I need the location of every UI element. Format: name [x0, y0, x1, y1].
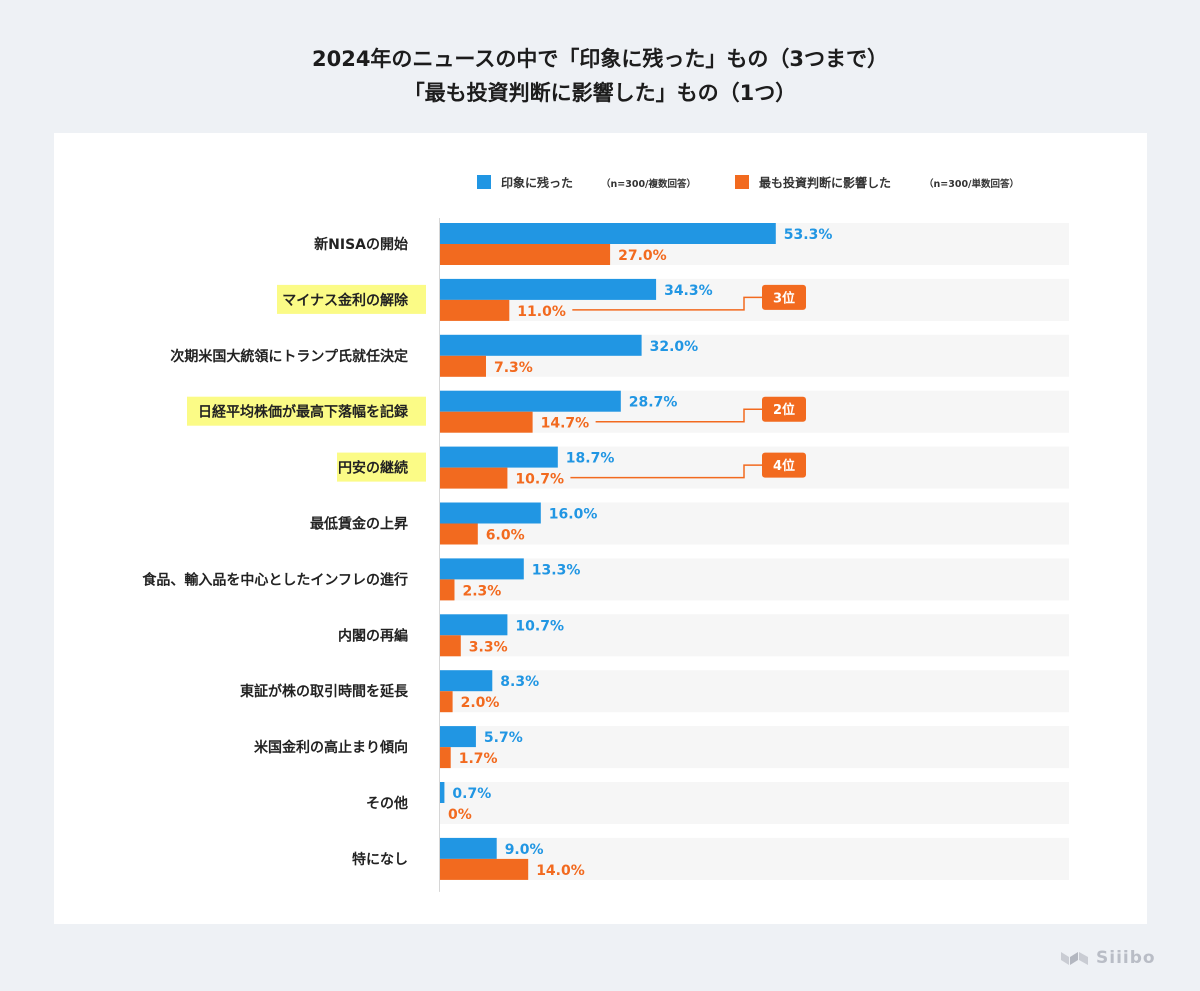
data-label-series-2: 0% [448, 807, 472, 823]
chart-title-line-2: 「最も投資判断に影響した」もの（1つ） [403, 81, 797, 105]
bar-track [440, 614, 1069, 657]
data-label-series-2: 14.7% [541, 416, 590, 432]
rank-badge-label: 4位 [773, 458, 795, 474]
data-label-series-2: 1.7% [459, 751, 498, 767]
data-label-series-1: 16.0% [549, 507, 598, 523]
chart-title: 2024年のニュースの中で「印象に残った」もの（3つまで） 「最も投資判断に影響… [0, 42, 1200, 110]
rank-connector-line [572, 296, 762, 311]
bar-series-1 [440, 334, 642, 356]
bar-series-1 [440, 670, 493, 692]
data-label-series-1: 34.3% [664, 283, 713, 299]
bar-series-2 [440, 691, 453, 713]
category-highlight [187, 396, 426, 426]
category-label: マイナス金利の解除 [282, 292, 409, 309]
bar-track [440, 502, 1069, 545]
category-highlight [337, 452, 426, 482]
bar-series-2 [440, 244, 611, 265]
category-label: 特になし [352, 851, 408, 868]
data-label-series-1: 0.7% [452, 786, 491, 802]
data-label-series-1: 5.7% [484, 730, 523, 746]
data-label-series-1: 13.3% [532, 562, 581, 578]
category-label: 米国金利の高止まり傾向 [254, 739, 408, 756]
bar-series-1 [440, 278, 657, 300]
legend-swatch-series-2 [735, 175, 749, 189]
bar-track [440, 670, 1069, 713]
bar-series-2 [440, 299, 510, 321]
data-label-series-2: 14.0% [536, 863, 585, 879]
bar-track [440, 726, 1069, 769]
data-label-series-2: 2.3% [462, 583, 501, 599]
legend-swatch-series-1 [477, 175, 491, 189]
data-label-series-2: 27.0% [618, 248, 667, 264]
rank-badge-label: 3位 [773, 290, 795, 306]
data-label-series-1: 28.7% [629, 395, 678, 411]
data-label-series-1: 8.3% [500, 674, 539, 690]
rank-badge [762, 452, 806, 478]
data-label-series-1: 10.7% [515, 618, 564, 634]
category-label: 次期米国大統領にトランプ氏就任決定 [170, 348, 408, 365]
rank-badge [762, 284, 806, 310]
siiibo-logo: Siiibo [1060, 946, 1156, 970]
bar-series-1 [440, 223, 776, 244]
bar-series-1 [440, 502, 541, 524]
bar-chart: 印象に残った （n=300/複数回答） 最も投資判断に影響した （n=300/単数回答… [142, 175, 1069, 892]
bar-track [440, 837, 1069, 880]
siiibo-logo-icon [1061, 952, 1088, 965]
legend-note-series-1: （n=300/複数回答） [601, 178, 696, 190]
data-label-series-2: 3.3% [469, 639, 508, 655]
category-highlight [277, 284, 426, 314]
bar-series-1 [440, 614, 508, 636]
bar-series-2 [440, 355, 486, 377]
bar-series-1 [440, 390, 621, 412]
category-label: その他 [366, 795, 408, 812]
siiibo-logo-text: Siiibo [1096, 948, 1156, 968]
bar-series-2 [440, 467, 508, 489]
rank-badge [762, 396, 806, 422]
category-label: 日経平均株価が最高下落幅を記録 [198, 404, 409, 421]
bar-series-1 [440, 837, 497, 859]
data-label-series-1: 9.0% [505, 842, 544, 858]
bar-series-1 [440, 782, 445, 803]
legend-label-series-2: 最も投資判断に影響した [759, 175, 891, 190]
chart-card: 印象に残った （n=300/複数回答） 最も投資判断に影響した （n=300/単数回答… [54, 133, 1147, 924]
chart-title-line-1: 2024年のニュースの中で「印象に残った」もの（3つまで） [311, 47, 888, 71]
bar-track [440, 558, 1069, 601]
data-label-series-2: 11.0% [517, 304, 566, 320]
legend-note-series-2: （n=300/単数回答） [924, 178, 1019, 190]
data-label-series-2: 2.0% [461, 695, 500, 711]
bar-series-2 [440, 635, 461, 657]
bar-series-1 [440, 558, 524, 580]
data-label-series-2: 7.3% [494, 360, 533, 376]
bar-series-1 [440, 726, 476, 748]
category-label: 食品、輸入品を中心としたインフレの進行 [142, 571, 408, 588]
bar-series-1 [440, 446, 558, 468]
category-label: 内閣の再編 [338, 627, 408, 644]
bar-track [440, 782, 1069, 824]
bar-series-2 [440, 747, 451, 769]
data-label-series-2: 10.7% [515, 472, 564, 488]
bar-series-2 [440, 579, 455, 601]
rank-connector-line [570, 464, 762, 479]
data-label-series-2: 6.0% [486, 528, 525, 544]
category-label: 円安の継続 [338, 460, 408, 477]
rank-badge-label: 2位 [773, 402, 795, 418]
category-label: 新NISAの開始 [314, 236, 408, 253]
legend-label-series-1: 印象に残った [501, 175, 573, 190]
category-label: 最低賃金の上昇 [310, 516, 408, 533]
bar-series-2 [440, 411, 533, 433]
bar-series-2 [440, 858, 529, 880]
data-label-series-1: 53.3% [784, 227, 833, 243]
rank-connector-line [595, 408, 762, 423]
category-label: 東証が株の取引時間を延長 [240, 683, 409, 700]
data-label-series-1: 32.0% [650, 339, 699, 355]
data-label-series-1: 18.7% [566, 451, 615, 467]
bar-series-2 [440, 523, 478, 545]
